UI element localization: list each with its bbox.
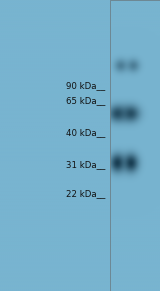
Text: 31 kDa__: 31 kDa__	[66, 160, 106, 169]
Text: 40 kDa__: 40 kDa__	[66, 128, 106, 137]
Bar	[110, 0, 160, 291]
Bar	[110, 0, 160, 291]
Text: 90 kDa__: 90 kDa__	[66, 81, 106, 90]
Text: 22 kDa__: 22 kDa__	[66, 189, 106, 198]
Text: 65 kDa__: 65 kDa__	[66, 96, 106, 105]
